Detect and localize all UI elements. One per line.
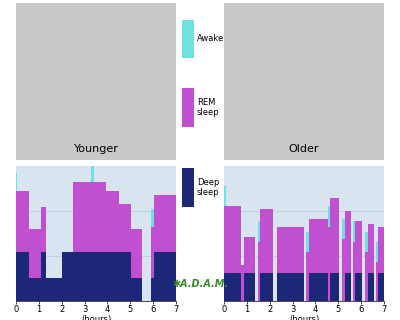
Bar <box>119 252 132 301</box>
Bar <box>368 224 374 273</box>
Bar <box>258 242 260 301</box>
Bar <box>132 278 142 301</box>
Bar <box>151 278 154 301</box>
Text: Younger: Younger <box>74 144 118 154</box>
Bar <box>32 278 41 301</box>
Bar <box>345 211 351 273</box>
Bar <box>376 242 378 262</box>
Bar <box>73 252 91 301</box>
Bar <box>32 229 41 278</box>
Bar <box>306 252 308 301</box>
Bar <box>62 252 73 301</box>
Bar <box>244 273 255 301</box>
Bar <box>241 265 244 301</box>
Bar <box>342 219 345 239</box>
Text: Older: Older <box>289 144 319 154</box>
Bar <box>151 227 154 278</box>
Bar <box>94 252 106 301</box>
Bar <box>154 195 176 252</box>
Bar <box>260 209 273 273</box>
Bar <box>41 252 46 301</box>
Bar <box>244 237 255 273</box>
Bar <box>91 252 94 301</box>
Bar <box>28 229 32 278</box>
Bar <box>91 164 94 182</box>
Text: ✱A.D.A.M.: ✱A.D.A.M. <box>172 279 228 289</box>
Bar <box>16 191 17 252</box>
Bar <box>353 242 356 301</box>
Bar <box>106 252 119 301</box>
Bar <box>365 252 368 301</box>
Text: Deep
sleep: Deep sleep <box>197 178 220 197</box>
Bar <box>28 278 32 301</box>
Bar <box>365 232 368 252</box>
Bar <box>308 219 318 273</box>
Bar <box>356 221 362 273</box>
Bar <box>356 273 362 301</box>
Bar <box>154 252 176 301</box>
Bar <box>182 168 194 207</box>
Bar <box>376 262 378 301</box>
Bar <box>328 206 330 227</box>
X-axis label: (hours): (hours) <box>81 315 111 320</box>
Bar <box>16 252 17 301</box>
Bar <box>226 206 241 273</box>
X-axis label: (hours): (hours) <box>289 315 319 320</box>
Bar <box>41 207 46 252</box>
Bar <box>260 273 273 301</box>
Bar <box>17 191 28 252</box>
Bar <box>182 88 194 127</box>
Bar <box>224 273 226 301</box>
Bar <box>318 273 328 301</box>
Bar <box>306 232 308 252</box>
Bar <box>16 173 17 191</box>
Bar <box>182 20 194 58</box>
Bar <box>345 273 351 301</box>
Bar <box>330 198 340 273</box>
Bar <box>151 209 154 227</box>
Bar <box>224 186 226 206</box>
Bar <box>119 204 132 252</box>
Bar <box>226 273 241 301</box>
Text: REM
sleep: REM sleep <box>197 98 220 117</box>
Bar <box>132 229 142 278</box>
Bar <box>353 221 356 242</box>
Bar <box>276 227 304 273</box>
Bar <box>224 206 226 273</box>
Bar <box>330 273 340 301</box>
Bar <box>276 273 304 301</box>
Bar <box>378 273 384 301</box>
Bar <box>342 239 345 301</box>
Bar <box>328 227 330 301</box>
Bar <box>46 278 62 301</box>
Bar <box>308 273 318 301</box>
Bar <box>378 227 384 273</box>
Bar <box>258 221 260 242</box>
Bar <box>368 273 374 301</box>
Bar <box>17 252 28 301</box>
Bar <box>73 182 91 252</box>
Bar <box>106 191 119 252</box>
Bar <box>318 219 328 273</box>
Bar <box>91 182 94 252</box>
Text: Awake: Awake <box>197 35 224 44</box>
Bar <box>94 182 106 252</box>
